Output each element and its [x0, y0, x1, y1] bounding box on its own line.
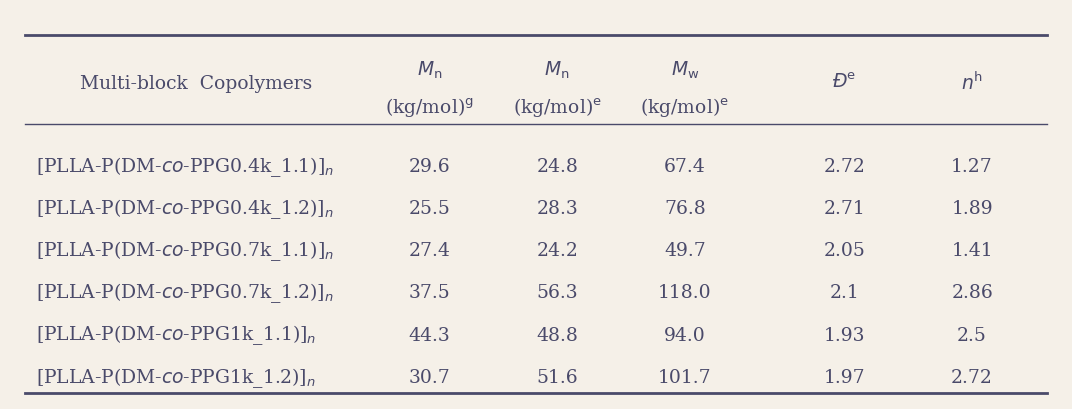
Text: $\mathit{M}$$_\mathrm{n}$: $\mathit{M}$$_\mathrm{n}$: [545, 60, 570, 81]
Text: 2.5: 2.5: [957, 326, 987, 344]
Text: [PLLA-P(DM-$\mathit{co}$-PPG0.7k_1.2)]$_\mathit{n}$: [PLLA-P(DM-$\mathit{co}$-PPG0.7k_1.2)]$_…: [36, 281, 333, 305]
Text: 94.0: 94.0: [664, 326, 705, 344]
Text: 56.3: 56.3: [536, 284, 578, 301]
Text: 2.72: 2.72: [951, 368, 993, 386]
Text: 1.93: 1.93: [823, 326, 865, 344]
Text: 1.89: 1.89: [951, 200, 993, 218]
Text: [PLLA-P(DM-$\mathit{co}$-PPG0.4k_1.1)]$_\mathit{n}$: [PLLA-P(DM-$\mathit{co}$-PPG0.4k_1.1)]$_…: [36, 155, 334, 178]
Text: 2.05: 2.05: [823, 242, 865, 260]
Text: $\mathit{n}$$^\mathrm{h}$: $\mathit{n}$$^\mathrm{h}$: [962, 71, 983, 93]
Text: 101.7: 101.7: [658, 368, 712, 386]
Text: Multi-block  Copolymers: Multi-block Copolymers: [79, 75, 312, 93]
Text: [PLLA-P(DM-$\mathit{co}$-PPG1k_1.1)]$_\mathit{n}$: [PLLA-P(DM-$\mathit{co}$-PPG1k_1.1)]$_\m…: [36, 323, 316, 347]
Text: [PLLA-P(DM-$\mathit{co}$-PPG0.4k_1.2)]$_\mathit{n}$: [PLLA-P(DM-$\mathit{co}$-PPG0.4k_1.2)]$_…: [36, 197, 333, 220]
Text: 51.6: 51.6: [536, 368, 578, 386]
Text: $\it{Đ}$$^\mathrm{e}$: $\it{Đ}$$^\mathrm{e}$: [833, 73, 857, 92]
Text: 1.27: 1.27: [951, 157, 993, 175]
Text: 118.0: 118.0: [658, 284, 712, 301]
Text: [PLLA-P(DM-$\mathit{co}$-PPG1k_1.2)]$_\mathit{n}$: [PLLA-P(DM-$\mathit{co}$-PPG1k_1.2)]$_\m…: [36, 365, 316, 389]
Text: 76.8: 76.8: [664, 200, 705, 218]
Text: 29.6: 29.6: [408, 157, 450, 175]
Text: 67.4: 67.4: [664, 157, 705, 175]
Text: 2.72: 2.72: [823, 157, 865, 175]
Text: [PLLA-P(DM-$\mathit{co}$-PPG0.7k_1.1)]$_\mathit{n}$: [PLLA-P(DM-$\mathit{co}$-PPG0.7k_1.1)]$_…: [36, 239, 334, 263]
Text: 28.3: 28.3: [536, 200, 578, 218]
Text: 2.1: 2.1: [830, 284, 860, 301]
Text: 44.3: 44.3: [408, 326, 450, 344]
Text: 30.7: 30.7: [408, 368, 450, 386]
Text: 25.5: 25.5: [408, 200, 450, 218]
Text: 24.2: 24.2: [536, 242, 578, 260]
Text: 48.8: 48.8: [536, 326, 578, 344]
Text: (kg/mol)$^\mathrm{e}$: (kg/mol)$^\mathrm{e}$: [640, 97, 729, 120]
Text: 1.97: 1.97: [823, 368, 865, 386]
Text: 49.7: 49.7: [664, 242, 705, 260]
Text: (kg/mol)$^\mathrm{g}$: (kg/mol)$^\mathrm{g}$: [385, 97, 474, 120]
Text: $\mathit{M}$$_\mathrm{n}$: $\mathit{M}$$_\mathrm{n}$: [417, 60, 443, 81]
Text: $\mathit{M}$$_\mathrm{w}$: $\mathit{M}$$_\mathrm{w}$: [671, 60, 699, 81]
Text: (kg/mol)$^\mathrm{e}$: (kg/mol)$^\mathrm{e}$: [512, 97, 601, 120]
Text: 27.4: 27.4: [408, 242, 450, 260]
Text: 37.5: 37.5: [408, 284, 450, 301]
Text: 2.86: 2.86: [951, 284, 993, 301]
Text: 24.8: 24.8: [536, 157, 578, 175]
Text: 1.41: 1.41: [951, 242, 993, 260]
Text: 2.71: 2.71: [823, 200, 865, 218]
